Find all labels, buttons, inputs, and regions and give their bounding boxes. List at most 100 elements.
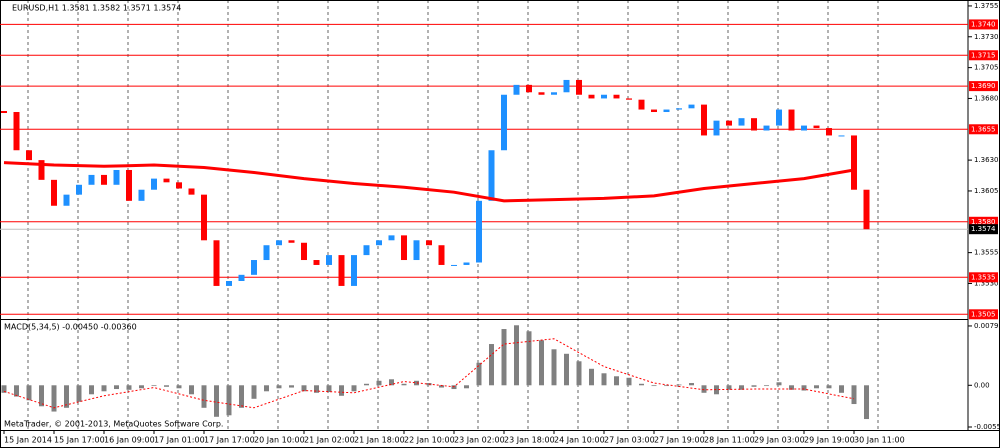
candle — [526, 84, 532, 93]
macd-bar — [726, 385, 732, 390]
x-tick-label: 29 Jan 03:00 — [754, 436, 805, 445]
candle — [563, 79, 570, 93]
level-label: 1.3505 — [971, 310, 996, 318]
macd-bar — [814, 385, 819, 389]
candle — [301, 242, 307, 261]
candle — [801, 125, 807, 131]
macd-bar — [414, 380, 419, 386]
macd-bar — [251, 385, 257, 399]
candle — [113, 169, 120, 185]
candle — [226, 280, 232, 286]
candle — [838, 135, 845, 137]
y-tick-label: 0.00791 — [974, 322, 1000, 330]
y-tick-label: 1.3730 — [974, 33, 999, 41]
macd-bar — [114, 385, 119, 390]
macd-bar — [351, 385, 357, 392]
candle — [63, 194, 70, 206]
x-tick-label: 24 Jan 10:00 — [554, 436, 605, 445]
candle — [163, 178, 170, 183]
macd-bar — [139, 385, 144, 389]
candle — [213, 240, 220, 286]
x-tick-label: 29 Jan 19:00 — [804, 436, 855, 445]
candle — [726, 120, 732, 126]
macd-title: MACD(5,34,5) -0.00450 -0.00360 — [4, 323, 137, 332]
candle — [626, 98, 632, 100]
level-label: 1.3715 — [971, 51, 996, 59]
macd-bar — [164, 385, 169, 387]
macd-bar — [151, 385, 157, 387]
x-tick-label: 17 Jan 17:00 — [204, 436, 255, 445]
candle — [13, 112, 20, 151]
macd-bar — [639, 383, 644, 386]
y-tick-label: 1.3605 — [974, 187, 999, 195]
macd-bar — [301, 385, 307, 392]
macd-bar — [276, 385, 282, 389]
candle — [401, 235, 407, 261]
x-tick-label: 15 Jan 17:00 — [54, 436, 105, 445]
macd-bar — [126, 385, 132, 390]
candle — [426, 240, 432, 246]
level-label: 1.3690 — [971, 82, 996, 90]
signal-line — [3, 338, 855, 409]
candle — [751, 118, 757, 131]
candle — [676, 108, 682, 110]
x-tick-label: 20 Jan 10:00 — [254, 436, 305, 445]
macd-bar — [239, 385, 244, 408]
macd-bar — [851, 385, 857, 405]
macd-bar — [476, 362, 482, 386]
y-tick-label: -0.00556 — [974, 423, 1000, 431]
candle — [76, 184, 82, 195]
macd-bar — [464, 385, 469, 389]
y-tick-label: 0.00 — [974, 381, 990, 389]
macd-bar — [601, 373, 607, 386]
candle — [738, 118, 745, 126]
y-tick-label: 1.3630 — [974, 156, 999, 164]
macd-bar — [26, 385, 32, 401]
macd-bar — [776, 382, 782, 386]
macd-bar — [489, 344, 494, 386]
macd-bar — [376, 380, 382, 386]
x-tick-label: 21 Jan 02:00 — [304, 436, 355, 445]
macd-bar — [314, 385, 319, 393]
macd-bar — [76, 385, 82, 402]
candle — [363, 245, 370, 256]
candle — [251, 260, 257, 275]
candle — [351, 255, 357, 286]
macd-bar — [189, 385, 194, 395]
macd-bar — [539, 340, 544, 386]
moving-average — [3, 161, 855, 203]
macd-bar — [626, 377, 632, 386]
macd-bar — [51, 385, 57, 412]
candle — [713, 120, 720, 136]
y-tick-label: 1.3680 — [974, 94, 999, 102]
level-label: 1.3580 — [971, 218, 996, 226]
macd-bar — [826, 385, 832, 389]
candle — [388, 235, 395, 241]
candle — [863, 189, 870, 230]
level-label-box — [969, 272, 998, 283]
level-label-box — [969, 216, 998, 227]
current-price-label: 1.3574 — [971, 225, 996, 233]
candle — [101, 174, 107, 185]
macd-bar — [14, 385, 19, 397]
candle — [488, 150, 495, 201]
macd-bar — [751, 385, 757, 387]
y-tick-label: 1.3530 — [974, 279, 999, 287]
macd-bar — [39, 385, 44, 407]
macd-bar — [689, 383, 694, 386]
level-label: 1.3655 — [971, 125, 996, 133]
candle — [776, 109, 782, 126]
candle — [451, 264, 457, 266]
y-tick-label: 1.3555 — [974, 249, 999, 257]
macd-bar — [389, 379, 394, 386]
level-label-box — [969, 124, 998, 135]
macd-bar — [364, 383, 369, 386]
macd-bar — [176, 385, 182, 389]
macd-bar — [64, 385, 69, 408]
candle — [288, 240, 295, 243]
macd-bar — [401, 383, 407, 386]
candle — [413, 240, 420, 261]
candle — [763, 125, 770, 131]
